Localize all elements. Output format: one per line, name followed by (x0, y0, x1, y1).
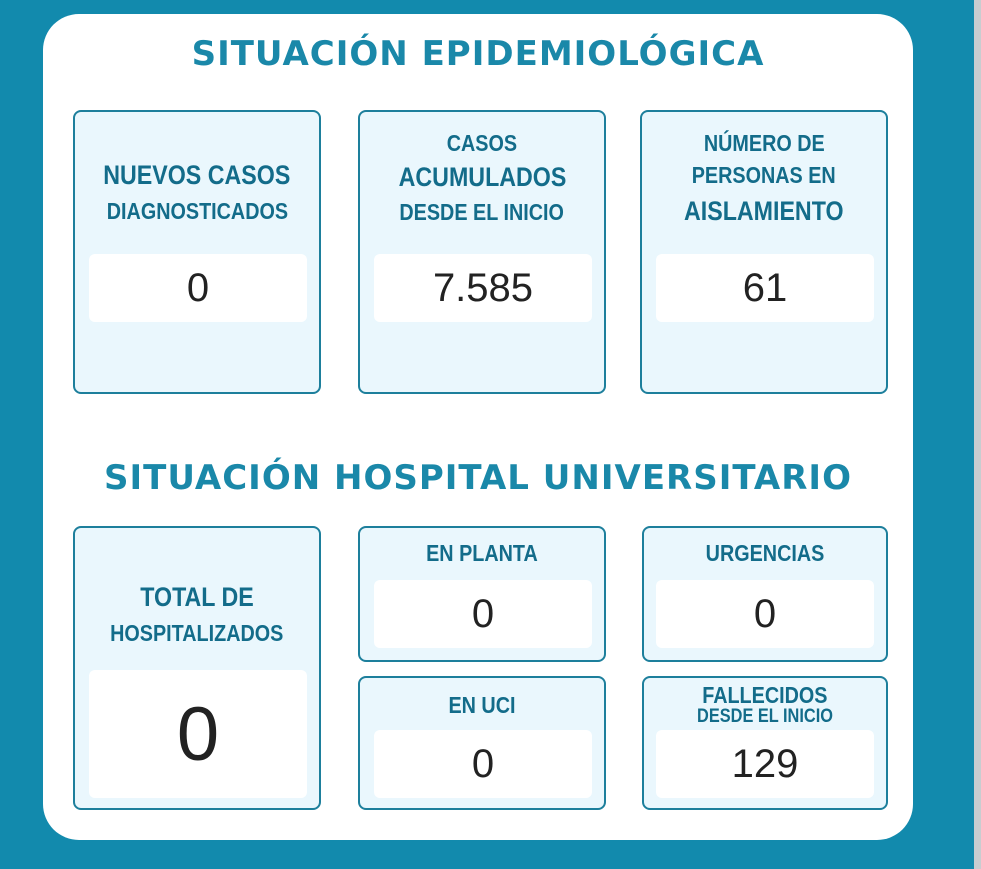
card-label-line2: HOSPITALIZADOS (110, 620, 284, 646)
card-label: EN PLANTA (426, 540, 538, 566)
card-urgencias: URGENCIAS 0 (642, 526, 888, 662)
card-label: EN UCI (448, 692, 516, 718)
card-label-line1: TOTAL DE (140, 582, 254, 612)
value-nuevos-casos: 0 (89, 254, 307, 322)
card-aislamiento: NÚMERO DE PERSONAS EN AISLAMIENTO 61 (640, 110, 888, 394)
dashboard-panel: SITUACIÓN EPIDEMIOLÓGICA NUEVOS CASOS DI… (43, 14, 913, 840)
card-casos-acumulados: CASOS ACUMULADOS DESDE EL INICIO 7.585 (358, 110, 606, 394)
value-en-uci: 0 (374, 730, 592, 798)
card-nuevos-casos: NUEVOS CASOS DIAGNOSTICADOS 0 (73, 110, 321, 394)
window-edge (974, 0, 981, 869)
card-fallecidos: FALLECIDOS DESDE EL INICIO 129 (642, 676, 888, 810)
card-label-line2: PERSONAS EN (692, 162, 836, 188)
value-casos-acumulados: 7.585 (374, 254, 592, 322)
card-label-line1: FALLECIDOS (702, 682, 828, 708)
card-label-line2: DESDE EL INICIO (697, 706, 833, 727)
card-en-uci: EN UCI 0 (358, 676, 606, 810)
card-en-planta: EN PLANTA 0 (358, 526, 606, 662)
value-total-hospitalizados: 0 (89, 670, 307, 798)
section-title-epidemiologica: SITUACIÓN EPIDEMIOLÓGICA (191, 34, 765, 74)
value-en-planta: 0 (374, 580, 592, 648)
card-label-line1: NUEVOS CASOS (103, 160, 291, 190)
card-label: URGENCIAS (705, 540, 825, 566)
card-label-line2: ACUMULADOS (398, 162, 566, 192)
card-label-line1: CASOS (446, 130, 518, 156)
card-label-line3: AISLAMIENTO (684, 196, 844, 226)
card-label-line2: DIAGNOSTICADOS (106, 198, 288, 224)
section-title-hospital: SITUACIÓN HOSPITAL UNIVERSITARIO (104, 458, 852, 498)
card-label-line1: NÚMERO DE (703, 130, 825, 156)
value-aislamiento: 61 (656, 254, 874, 322)
value-fallecidos: 129 (656, 730, 874, 798)
value-urgencias: 0 (656, 580, 874, 648)
card-total-hospitalizados: TOTAL DE HOSPITALIZADOS 0 (73, 526, 321, 810)
card-label-line3: DESDE EL INICIO (399, 199, 565, 225)
